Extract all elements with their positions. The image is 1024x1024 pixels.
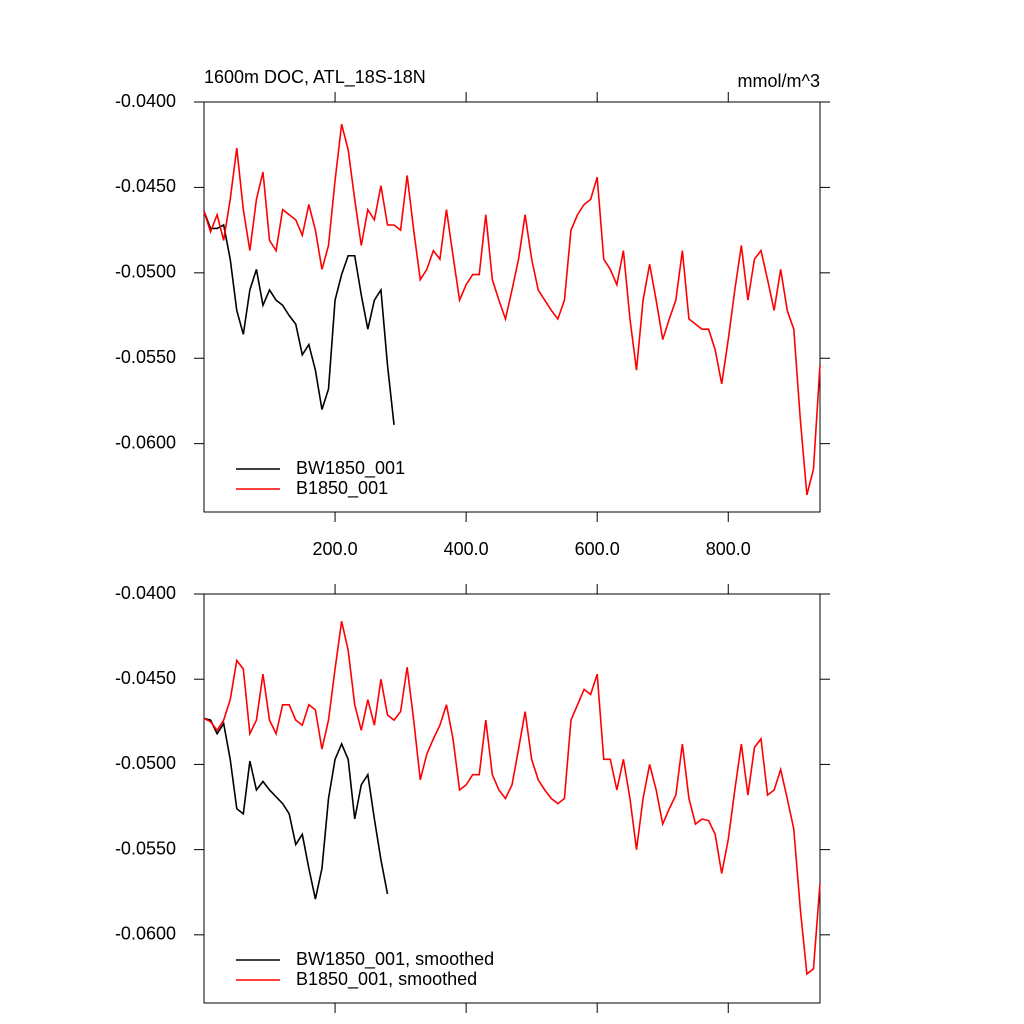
x-tick-label: 600.0 bbox=[575, 539, 620, 559]
chart-title: 1600m DOC, ATL_18S-18N bbox=[204, 67, 426, 88]
y-tick-label: -0.0400 bbox=[115, 583, 176, 603]
data-line bbox=[203, 211, 395, 425]
x-tick-label: 200.0 bbox=[313, 539, 358, 559]
y-tick-label: -0.0450 bbox=[115, 668, 176, 688]
plot-frame bbox=[203, 593, 821, 1004]
x-tick-label: 800.0 bbox=[706, 539, 751, 559]
plot-frame bbox=[203, 101, 821, 513]
y-tick-label: -0.0550 bbox=[115, 838, 176, 858]
legend-label: B1850_001 bbox=[296, 478, 388, 499]
y-tick-label: -0.0600 bbox=[115, 432, 176, 452]
legend-label: B1850_001, smoothed bbox=[296, 969, 477, 990]
x-tick-label: 400.0 bbox=[444, 539, 489, 559]
y-tick-label: -0.0400 bbox=[115, 91, 176, 111]
y-tick-label: -0.0450 bbox=[115, 176, 176, 196]
y-tick-label: -0.0600 bbox=[115, 924, 176, 944]
data-line bbox=[203, 717, 389, 900]
units-label: mmol/m^3 bbox=[738, 71, 820, 91]
y-tick-label: -0.0550 bbox=[115, 347, 176, 367]
data-line bbox=[203, 124, 821, 496]
y-tick-label: -0.0500 bbox=[115, 262, 176, 282]
data-line bbox=[203, 621, 821, 976]
legend-label: BW1850_001, smoothed bbox=[296, 949, 494, 970]
y-tick-label: -0.0500 bbox=[115, 753, 176, 773]
legend-label: BW1850_001 bbox=[296, 458, 405, 479]
